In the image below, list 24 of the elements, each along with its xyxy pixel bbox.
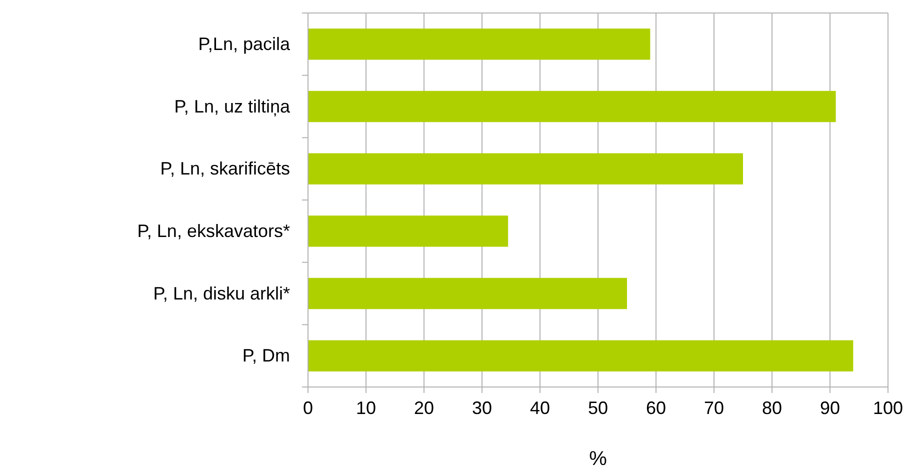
x-tick-label: 70: [704, 398, 724, 418]
y-tick-label: P,Ln, pacila: [198, 34, 291, 54]
bar: [308, 216, 508, 247]
y-tick-label: P, Ln, skarificēts: [160, 158, 290, 179]
x-tick-label: 90: [820, 398, 840, 418]
x-tick-label: 100: [872, 398, 904, 418]
y-tick-label: P, Ln, uz tiltiņa: [174, 96, 291, 116]
x-tick-label: 40: [530, 398, 550, 418]
x-tick-label: 80: [762, 398, 782, 418]
x-tick-label: 20: [414, 398, 434, 418]
x-tick-label: 0: [302, 398, 314, 418]
x-axis-title: %: [589, 448, 608, 470]
y-tick-label: P, Ln, disku arkli*: [153, 283, 290, 304]
x-tick-label: 30: [472, 398, 492, 418]
bar: [308, 340, 854, 372]
bar: [308, 90, 836, 122]
bar: [308, 153, 743, 184]
y-tick-label: P, Dm: [242, 346, 290, 366]
bar: [308, 278, 627, 310]
x-tick-label: 50: [588, 398, 608, 418]
bar: [308, 28, 650, 60]
x-tick-label: 10: [356, 398, 376, 418]
y-tick-label: P, Ln, ekskavators*: [137, 220, 290, 241]
x-tick-label: 60: [646, 398, 666, 418]
